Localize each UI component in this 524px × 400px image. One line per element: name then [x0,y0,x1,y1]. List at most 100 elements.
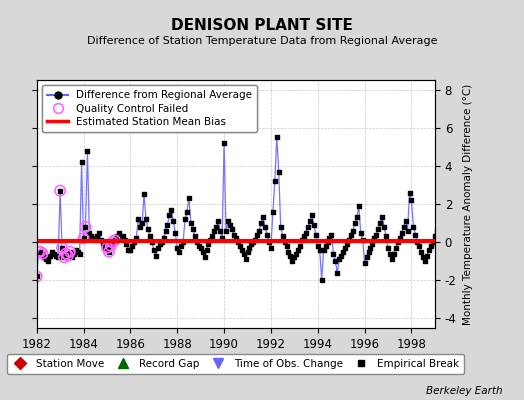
Point [343,241,351,247]
Point [132,235,140,242]
Point [306,218,314,224]
Point [290,254,299,261]
Point [421,258,429,264]
Point [87,233,95,240]
Y-axis label: Monthly Temperature Anomaly Difference (°C): Monthly Temperature Anomaly Difference (… [463,83,474,325]
Point [318,277,326,284]
Point [210,228,219,234]
Point [363,254,371,261]
Point [114,230,123,236]
Point [161,228,170,234]
Point [370,235,378,242]
Point [212,224,221,230]
Point [138,220,146,226]
Point [436,216,445,222]
Point [136,224,144,230]
Point [368,241,377,247]
Point [423,252,431,259]
Point [89,235,97,242]
Point [446,245,455,251]
Point [66,248,74,255]
Point [134,216,143,222]
Point [361,260,369,266]
Point [107,243,115,249]
Point [200,254,209,261]
Point [183,208,191,215]
Point [329,250,337,257]
Point [35,248,43,255]
Point [335,256,343,262]
Point [93,233,101,240]
Point [64,252,72,259]
Point [208,233,216,240]
Point [242,256,250,262]
Point [36,248,45,255]
Point [391,245,400,251]
Point [70,250,78,257]
Point [406,189,414,196]
Point [294,246,302,253]
Point [48,248,57,255]
Point [300,233,308,240]
Text: Berkeley Earth: Berkeley Earth [427,386,503,396]
Point [181,216,189,222]
Point [151,252,160,259]
Point [376,220,385,226]
Point [442,233,451,240]
Point [78,159,86,165]
Point [185,195,193,202]
Point [315,246,324,253]
Point [390,250,398,257]
Point [204,241,213,247]
Point [304,224,312,230]
Point [62,250,70,257]
Point [355,203,363,209]
Point [105,248,113,255]
Point [351,220,359,226]
Point [302,230,310,236]
Point [339,248,347,255]
Point [364,248,373,255]
Point [54,254,62,261]
Point [308,212,316,219]
Point [111,237,119,244]
Point [167,206,176,213]
Point [278,233,287,240]
Point [341,245,350,251]
Point [419,254,428,261]
Point [157,239,166,245]
Point [228,226,236,232]
Point [282,243,291,249]
Point [403,228,412,234]
Point [257,220,265,226]
Point [394,239,402,245]
Point [79,235,88,242]
Point [95,230,103,236]
Point [83,147,92,154]
Point [288,258,297,264]
Point [277,224,285,230]
Point [384,245,392,251]
Point [196,245,205,251]
Point [116,235,125,242]
Point [380,224,388,230]
Point [253,231,261,238]
Point [396,235,404,242]
Point [275,168,283,175]
Text: DENISON PLANT SITE: DENISON PLANT SITE [171,18,353,33]
Point [269,208,277,215]
Point [439,191,447,198]
Point [38,250,47,257]
Point [199,248,207,255]
Point [323,239,332,245]
Point [191,233,199,240]
Point [103,245,111,251]
Point [427,243,435,249]
Point [441,226,449,232]
Point [237,246,246,253]
Point [46,252,54,259]
Point [163,222,172,228]
Point [44,258,52,264]
Point [68,254,76,261]
Point [81,224,90,230]
